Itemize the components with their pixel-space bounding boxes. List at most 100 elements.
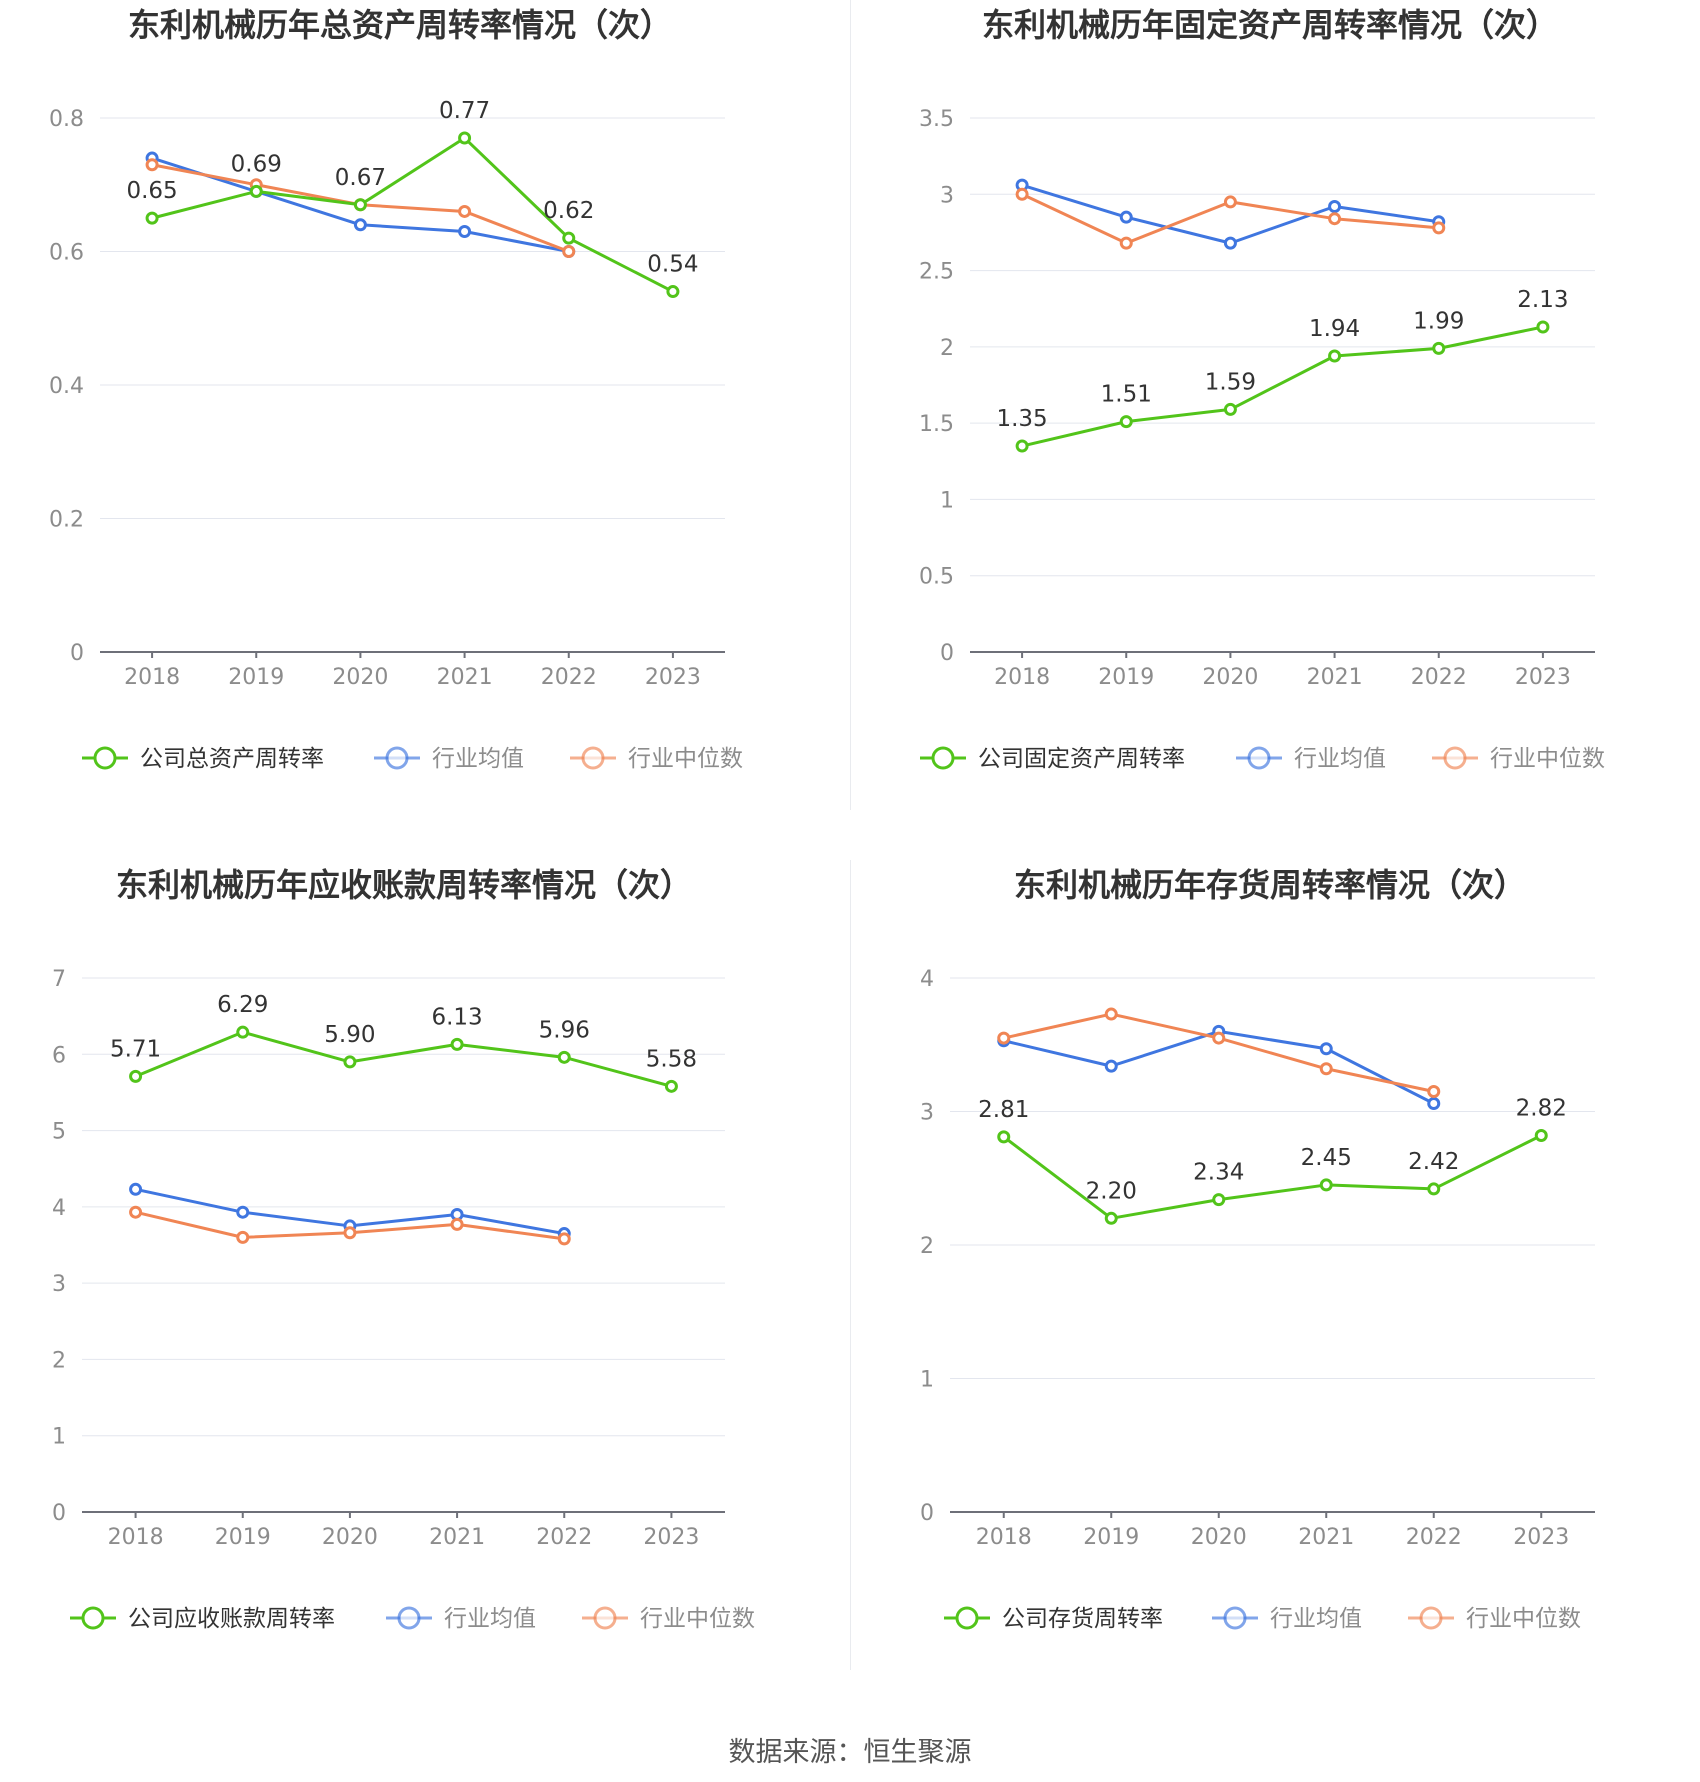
legend-marker-icon: [1247, 746, 1271, 770]
series-line-company: [135, 1030, 672, 1088]
y-tick-label: 3: [940, 183, 954, 208]
chart-total-asset-turnover: 东利机械历年总资产周转率情况（次） 0 0.2 0.4 0.6 0.8 2018 2019 20…: [49, 6, 743, 772]
legend-label: 公司应收账款周转率: [128, 1606, 335, 1632]
data-label: 2.42: [1408, 1149, 1459, 1175]
data-label: 5.90: [324, 1022, 375, 1048]
legend-item-industry-avg: 行业均值: [386, 1606, 536, 1632]
legend-label: 行业均值: [1270, 1606, 1362, 1632]
data-label: 1.94: [1309, 316, 1360, 342]
data-point-industry-median: [450, 1217, 464, 1231]
data-point-company: [450, 1037, 464, 1051]
legend-label: 行业中位数: [1466, 1606, 1581, 1632]
data-point-industry-avg: [1223, 236, 1237, 250]
y-tick-label: 6: [52, 1043, 66, 1068]
x-tick-label: 2019: [1098, 665, 1154, 690]
x-tick-label: 2022: [1406, 1525, 1462, 1550]
y-tick-label: 0.2: [49, 508, 84, 533]
data-label: 5.96: [539, 1017, 590, 1043]
legend-marker-icon: [581, 746, 605, 770]
data-label: 6.13: [431, 1004, 482, 1030]
legend-label: 行业均值: [444, 1606, 536, 1632]
legend-item-industry-median: 行业中位数: [1432, 746, 1605, 772]
data-source-note: 数据来源：恒生聚源: [728, 1737, 972, 1768]
data-point-company: [1104, 1211, 1118, 1225]
x-tick-label: 2021: [1307, 665, 1363, 690]
legend-label: 行业中位数: [628, 746, 743, 772]
legend-item-industry-avg: 行业均值: [1236, 746, 1386, 772]
data-point-company: [557, 1050, 571, 1064]
legend-item-industry-median: 行业中位数: [582, 1606, 755, 1632]
x-tick-label: 2021: [1298, 1525, 1354, 1550]
data-point-industry-median: [1427, 1084, 1441, 1098]
x-tick-label: 2021: [429, 1525, 485, 1550]
legend-item-company: 公司存货周转率: [944, 1606, 1163, 1632]
vertical-divider-bottom: [850, 860, 851, 1670]
y-tick-label: 4: [52, 1196, 66, 1221]
data-label: 2.81: [978, 1097, 1029, 1123]
y-tick-label: 0: [920, 1501, 934, 1526]
y-tick-label: 3.5: [919, 107, 954, 132]
y-tick-label: 1: [52, 1425, 66, 1450]
x-tick-label: 2018: [108, 1525, 164, 1550]
data-point-industry-avg: [1328, 199, 1342, 213]
legend-marker-icon: [1223, 1606, 1247, 1630]
x-tick-label: 2018: [994, 665, 1050, 690]
data-point-company: [249, 184, 263, 198]
data-label: 0.62: [543, 198, 594, 224]
x-tick-label: 2022: [536, 1525, 592, 1550]
data-point-industry-avg: [1104, 1059, 1118, 1073]
legend-label: 公司存货周转率: [1002, 1606, 1163, 1632]
x-tick-label: 2023: [643, 1525, 699, 1550]
data-point-industry-median: [562, 245, 576, 258]
y-tick-label: 1: [920, 1368, 934, 1393]
data-point-industry-median: [129, 1205, 143, 1219]
y-tick-label: 5: [52, 1120, 66, 1145]
legend-item-industry-avg: 行业均值: [1212, 1606, 1362, 1632]
legend-item-company: 公司应收账款周转率: [70, 1606, 335, 1632]
data-point-company: [145, 211, 159, 225]
data-point-company: [1536, 320, 1550, 334]
x-tick-label: 2018: [976, 1525, 1032, 1550]
data-point-company: [458, 131, 472, 145]
y-tick-label: 7: [52, 967, 66, 992]
data-point-company: [1432, 341, 1446, 355]
y-tick-label: 2.5: [919, 260, 954, 285]
x-tick-label: 2023: [645, 665, 701, 690]
y-tick-label: 0.4: [49, 374, 84, 399]
data-label: 0.77: [439, 98, 490, 124]
data-point-industry-median: [1015, 187, 1029, 201]
data-label: 1.51: [1101, 382, 1152, 408]
chart-title: 东利机械历年存货周转率情况（次）: [1014, 866, 1526, 904]
chart-receivables-turnover: 东利机械历年应收账款周转率情况（次） 0 1 2 3 4 5 6 7 2018 2019 2020 20…: [52, 866, 755, 1632]
y-tick-label: 3: [52, 1272, 66, 1297]
data-point-industry-median: [236, 1230, 250, 1244]
legend-label: 行业均值: [1294, 746, 1386, 772]
series-line-company: [1021, 325, 1544, 448]
series-line-company: [151, 136, 674, 293]
legend-label: 公司固定资产周转率: [978, 746, 1185, 772]
data-point-company: [1015, 439, 1029, 453]
data-label: 1.99: [1413, 308, 1464, 334]
data-point-industry-median: [145, 158, 159, 172]
legend-item-industry-avg: 行业均值: [374, 746, 524, 772]
data-point-company: [664, 1079, 678, 1093]
data-label: 6.29: [217, 992, 268, 1018]
x-tick-label: 2023: [1515, 665, 1571, 690]
data-label: 0.67: [335, 165, 386, 191]
data-point-industry-median: [1104, 1007, 1118, 1021]
data-point-company: [353, 198, 367, 212]
data-point-company: [1319, 1178, 1333, 1192]
data-point-company: [562, 231, 576, 245]
y-tick-label: 2: [920, 1234, 934, 1259]
data-point-company: [1427, 1182, 1441, 1196]
data-point-industry-median: [1328, 212, 1342, 226]
x-tick-label: 2021: [437, 665, 493, 690]
x-tick-label: 2020: [1202, 665, 1258, 690]
data-point-company: [236, 1025, 250, 1039]
data-point-industry-median: [1119, 236, 1133, 250]
x-tick-label: 2023: [1513, 1525, 1569, 1550]
x-tick-label: 2019: [1083, 1525, 1139, 1550]
legend-marker-icon: [93, 746, 117, 770]
legend-marker-icon: [81, 1606, 105, 1630]
